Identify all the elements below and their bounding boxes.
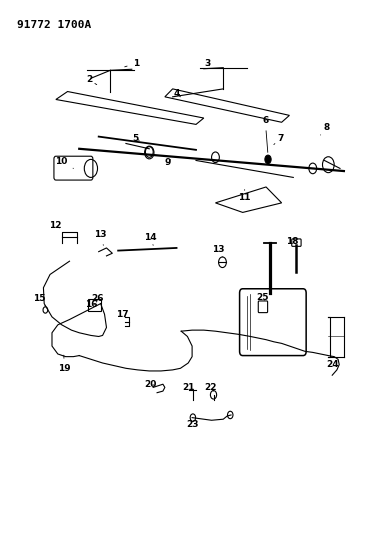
Text: 12: 12 bbox=[49, 221, 62, 230]
Text: 3: 3 bbox=[205, 59, 211, 68]
Text: 22: 22 bbox=[205, 383, 217, 392]
Text: 5: 5 bbox=[132, 134, 139, 143]
Text: 14: 14 bbox=[144, 233, 156, 245]
Text: 91772 1700A: 91772 1700A bbox=[17, 20, 91, 30]
Text: 8: 8 bbox=[321, 123, 330, 135]
Text: 2: 2 bbox=[86, 75, 97, 85]
Text: 9: 9 bbox=[165, 158, 171, 166]
Text: 23: 23 bbox=[187, 420, 199, 429]
Text: 19: 19 bbox=[58, 355, 71, 373]
Text: 16: 16 bbox=[85, 300, 98, 309]
Text: 7: 7 bbox=[274, 134, 284, 144]
Text: 15: 15 bbox=[33, 294, 46, 306]
Text: 10: 10 bbox=[56, 157, 73, 168]
Text: 18: 18 bbox=[286, 237, 299, 246]
Text: 21: 21 bbox=[183, 383, 195, 392]
Text: 17: 17 bbox=[116, 310, 129, 319]
Circle shape bbox=[265, 155, 271, 164]
Text: 13: 13 bbox=[94, 230, 107, 245]
Text: 20: 20 bbox=[144, 379, 156, 389]
Text: 4: 4 bbox=[173, 88, 180, 98]
Text: 26: 26 bbox=[92, 294, 104, 303]
Text: 6: 6 bbox=[262, 116, 269, 152]
Text: 24: 24 bbox=[327, 357, 339, 369]
Text: 1: 1 bbox=[125, 59, 139, 68]
Text: 11: 11 bbox=[238, 190, 251, 202]
Text: 25: 25 bbox=[257, 293, 269, 302]
Text: 13: 13 bbox=[212, 245, 225, 257]
